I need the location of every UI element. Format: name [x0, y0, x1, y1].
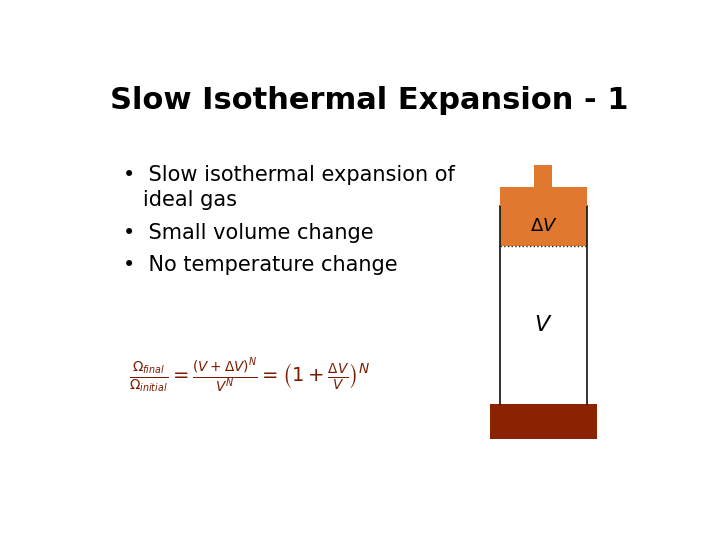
- Text: $V$: $V$: [534, 314, 553, 336]
- Bar: [500, 187, 587, 206]
- Bar: [490, 404, 597, 439]
- Text: •  No temperature change: • No temperature change: [124, 255, 398, 275]
- Text: •  Small volume change: • Small volume change: [124, 223, 374, 243]
- Text: •  Slow isothermal expansion of: • Slow isothermal expansion of: [124, 165, 455, 185]
- Bar: [500, 206, 587, 404]
- Bar: [534, 165, 552, 187]
- Text: $\frac{\Omega_{final}}{\Omega_{initial}} = \frac{(V+\Delta V)^N}{V^N} = \left(1+: $\frac{\Omega_{final}}{\Omega_{initial}}…: [129, 356, 370, 395]
- Bar: [500, 206, 587, 246]
- Text: $\Delta V$: $\Delta V$: [529, 217, 557, 235]
- Text: ideal gas: ideal gas: [124, 190, 238, 210]
- Text: Slow Isothermal Expansion - 1: Slow Isothermal Expansion - 1: [109, 85, 629, 114]
